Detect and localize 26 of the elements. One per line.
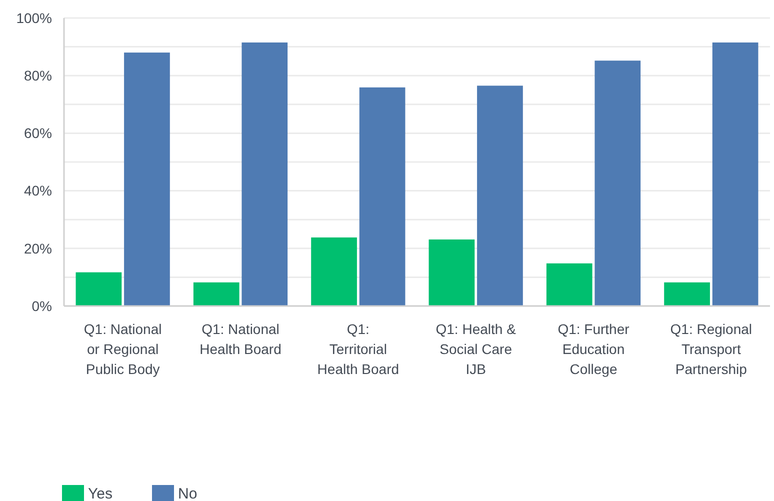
y-tick-label: 0%: [32, 298, 52, 314]
bar: [664, 282, 710, 306]
bar: [242, 42, 288, 306]
x-tick-label: Q1: Health & Social Care IJB: [436, 321, 517, 377]
x-tick-label: Q1: Territorial Health Board: [317, 321, 400, 377]
x-tick-label: Q1: Further Education College: [558, 321, 630, 377]
x-tick-label: Q1: National Health Board: [200, 321, 282, 357]
bar: [594, 60, 641, 306]
bar: [712, 42, 758, 306]
legend-label: Yes: [88, 485, 112, 501]
bar: [311, 237, 357, 306]
bar: [76, 272, 122, 306]
bar: [193, 282, 240, 306]
bar: [428, 239, 475, 306]
legend-label: No: [178, 485, 198, 501]
bar: [477, 86, 523, 306]
bar: [124, 52, 170, 306]
x-tick-label: Q1: Regional Transport Partnership: [670, 321, 752, 377]
y-tick-label: 60%: [24, 125, 52, 142]
x-tick-label: Q1: National or Regional Public Body: [84, 321, 162, 377]
y-tick-label: 40%: [24, 182, 52, 199]
bar: [546, 263, 592, 306]
y-tick-label: 80%: [24, 68, 52, 84]
bar: [359, 87, 406, 306]
y-tick-label: 100%: [16, 10, 52, 26]
y-tick-label: 20%: [24, 240, 52, 256]
